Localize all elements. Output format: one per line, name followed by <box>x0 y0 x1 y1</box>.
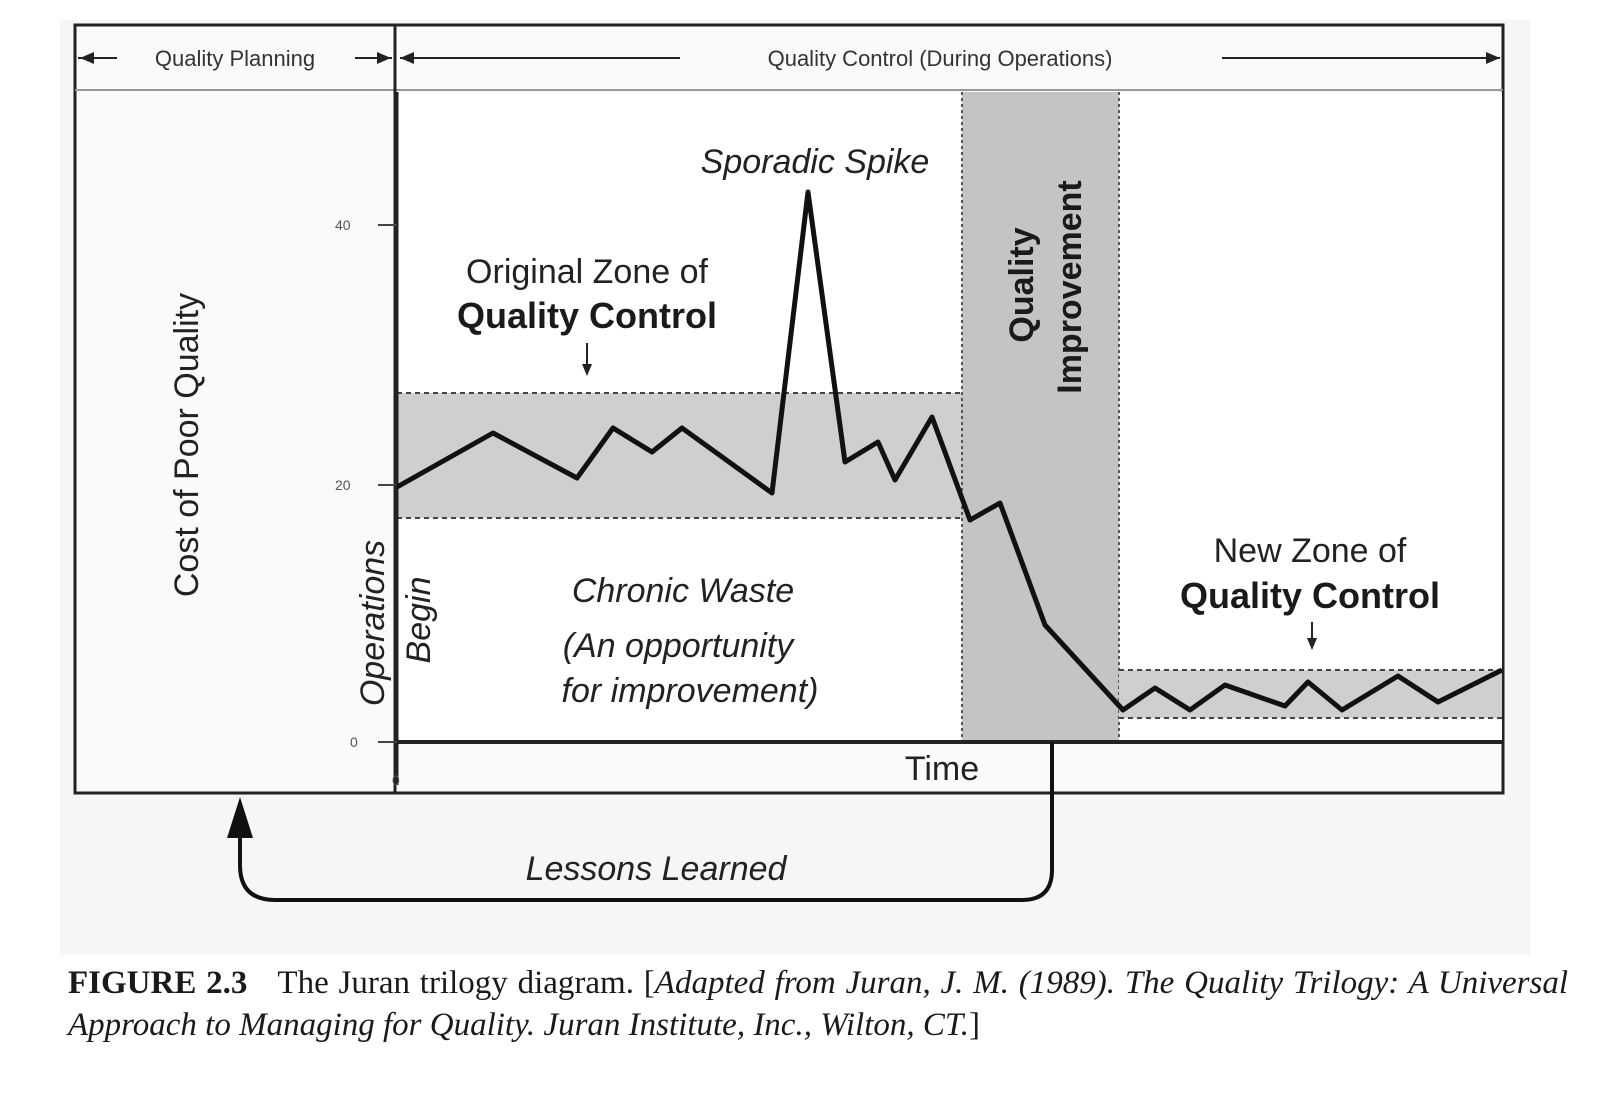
opportunity-label-line2: for improvement) <box>562 672 819 710</box>
cost-of-poor-quality-curve <box>395 189 1504 713</box>
figure-caption: FIGURE 2.3 The Juran trilogy diagram. [Ad… <box>68 962 1568 1046</box>
quality-planning-header: Quality Planning <box>155 46 315 71</box>
y-tick-label-40: 40 <box>335 217 351 233</box>
y-axis-label: Cost of Poor Quality <box>168 293 206 597</box>
control-arrow-right-head <box>1486 52 1500 64</box>
begin-label: Begin <box>400 577 438 664</box>
lessons-learned-arrowhead <box>227 797 253 838</box>
quality-improvement-band <box>962 92 1119 742</box>
lessons-learned-loop <box>238 742 1054 902</box>
new-zone-label-line1: New Zone of <box>1214 532 1407 570</box>
opportunity-label-line1: (An opportunity <box>563 627 796 665</box>
planning-arrow-right-head <box>377 52 391 64</box>
new-zone-label-line2: Quality Control <box>1180 575 1440 616</box>
figure-number: FIGURE 2.3 <box>68 965 248 1001</box>
caption-reference: Adapted from Juran, J. M. (1989). The Qu… <box>68 965 1569 1043</box>
y-tick-label-20: 20 <box>335 477 351 493</box>
x-axis-label: Time <box>905 750 979 788</box>
x-tick-label-0: 0 <box>392 772 400 788</box>
quality-improvement-label-line1: Quality <box>1003 227 1041 342</box>
y-tick-label-0: 0 <box>350 734 358 750</box>
juran-trilogy-diagram: 40 20 0 0 Quality Planning Quality Contr… <box>73 23 1505 902</box>
planning-arrow-left-head <box>80 52 94 64</box>
quality-control-header: Quality Control (During Operations) <box>768 46 1113 71</box>
caption-text: The Juran trilogy diagram. [ <box>277 965 655 1001</box>
new-zone-band <box>1119 670 1502 718</box>
quality-improvement-label-line2: Improvement <box>1051 180 1089 394</box>
lessons-learned-label: Lessons Learned <box>526 850 788 888</box>
original-zone-pointer-head <box>582 364 592 376</box>
original-zone-band <box>397 393 962 518</box>
operations-label: Operations <box>354 540 392 706</box>
original-zone-label-line2: Quality Control <box>457 295 717 336</box>
juran-trilogy-figure: 40 20 0 0 Quality Planning Quality Contr… <box>73 23 1505 902</box>
chronic-waste-label: Chronic Waste <box>572 572 794 610</box>
sporadic-spike-label: Sporadic Spike <box>701 143 930 181</box>
original-zone-label-line1: Original Zone of <box>466 253 708 291</box>
control-arrow-left-head <box>400 52 414 64</box>
caption-closing: ] <box>969 1007 981 1043</box>
new-zone-pointer-head <box>1307 638 1317 650</box>
